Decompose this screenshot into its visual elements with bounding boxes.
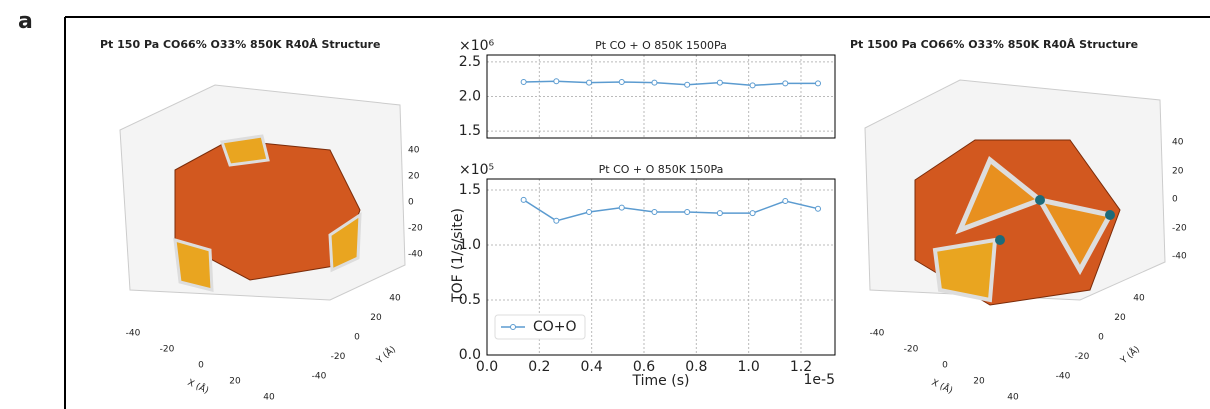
x-tick-label: 20: [973, 377, 985, 387]
data-point: [553, 78, 560, 85]
z-tick-label: 40: [1172, 138, 1184, 148]
y-tick-label: -40: [1056, 372, 1071, 382]
y-tick-label: 0: [1098, 333, 1104, 343]
x-tick-label: -20: [160, 345, 175, 355]
x-tick-label: 0: [198, 361, 204, 371]
data-point: [749, 210, 756, 217]
y-axis-label: Y (Å): [1117, 343, 1142, 367]
x-tick-label: 20: [229, 377, 241, 387]
panel-label: a: [18, 9, 33, 34]
plot-frame: [486, 54, 836, 139]
structure-title: Pt 1500 Pa CO66% O33% 850K R40Å Structur…: [850, 38, 1138, 51]
data-point: [586, 209, 593, 215]
data-point: [520, 196, 527, 203]
y-axis-label: TOF (1/s/site): [450, 208, 466, 303]
y-tick-label: 2.0: [459, 89, 481, 105]
x-tick-label: 0.6: [633, 359, 655, 375]
x-tick-label: 40: [1007, 393, 1019, 403]
y-tick-label: 0.5: [459, 292, 481, 308]
structure-right: [864, 79, 1166, 306]
y-axis-label: Y (Å): [373, 343, 398, 367]
z-tick-label: 0: [408, 198, 414, 208]
z-tick-label: -20: [408, 224, 423, 234]
z-tick-label: -40: [1172, 252, 1187, 262]
z-tick-label: 20: [1172, 167, 1184, 177]
x-tick-label: 0.8: [685, 359, 707, 375]
chart-title: Pt CO + O 850K 150Pa: [599, 163, 724, 176]
y-tick-label: 1.0: [459, 237, 481, 253]
x-tick-label: 0: [942, 361, 948, 371]
x-tick-label: 0.2: [528, 359, 550, 375]
data-point: [749, 82, 756, 89]
y-tick-label: 2.5: [459, 54, 481, 70]
x-tick-label: 40: [263, 393, 275, 403]
y-multiplier: ×10⁶: [459, 38, 495, 54]
y-tick-label: 1.5: [459, 182, 481, 198]
data-point: [586, 79, 593, 86]
z-tick-label: 20: [408, 172, 420, 182]
data-point: [782, 80, 789, 87]
x-tick-label: -20: [904, 345, 919, 355]
y-multiplier: ×10⁵: [459, 162, 494, 178]
y-tick-label: -40: [312, 372, 327, 382]
data-point: [782, 198, 789, 204]
z-tick-label: -20: [1172, 224, 1187, 234]
data-point: [651, 209, 658, 215]
data-point: [684, 81, 691, 88]
y-tick-label: 40: [389, 294, 401, 304]
series-line: [523, 80, 818, 87]
x-tick-label: 1.2: [790, 359, 812, 375]
z-tick-label: -40: [408, 250, 423, 260]
legend-marker: [510, 324, 516, 330]
x-axis-label: X (Å): [186, 376, 211, 396]
data-point: [618, 78, 625, 85]
data-point: [814, 205, 821, 212]
data-point: [618, 204, 625, 211]
z-tick-label: 40: [408, 146, 420, 156]
y-tick-label: -20: [1075, 352, 1090, 362]
x-axis-label: Time (s): [632, 373, 690, 389]
y-tick-label: 0.0: [459, 347, 481, 363]
y-tick-label: 40: [1133, 294, 1145, 304]
series-line: [523, 199, 819, 222]
x-axis-label: X (Å): [930, 376, 955, 396]
legend-label: CO+O: [533, 319, 577, 335]
y-tick-label: 20: [370, 313, 382, 323]
plot-frame: [486, 178, 836, 356]
structure-title: Pt 150 Pa CO66% O33% 850K R40Å Structure: [100, 38, 380, 51]
chart-title: Pt CO + O 850K 1500Pa: [595, 39, 727, 52]
data-point: [716, 210, 723, 217]
data-point: [684, 209, 691, 215]
y-tick-label: 20: [1114, 313, 1126, 323]
x-tick-label: -40: [126, 329, 141, 339]
data-point: [553, 217, 560, 224]
legend-box: [494, 314, 586, 340]
y-tick-label: -20: [331, 352, 346, 362]
data-point: [651, 79, 658, 86]
x-tick-label: -40: [870, 329, 885, 339]
x-tick-label: 0.0: [476, 359, 498, 375]
x-tick-label: 0.4: [581, 359, 603, 375]
x-multiplier: 1e-5: [804, 372, 835, 388]
z-tick-label: 0: [1172, 195, 1178, 205]
x-tick-label: 1.0: [738, 359, 760, 375]
y-tick-label: 1.5: [459, 123, 481, 139]
data-point: [716, 79, 723, 86]
data-point: [814, 80, 821, 87]
structure-left: [119, 84, 406, 301]
y-tick-label: 0: [354, 333, 360, 343]
data-point: [520, 78, 527, 85]
